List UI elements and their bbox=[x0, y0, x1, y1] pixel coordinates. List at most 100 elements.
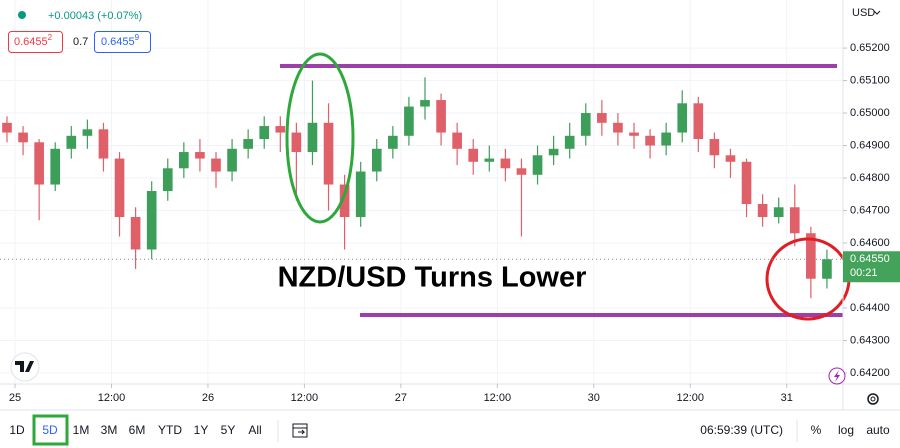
highlight-ellipse bbox=[285, 52, 355, 224]
axes: 0.65200 0.65100 0.65000 0.64900 0.64800 0.647… bbox=[0, 42, 900, 404]
range-button[interactable]: 6M bbox=[129, 423, 146, 437]
candle-body bbox=[580, 113, 591, 136]
range-button[interactable]: 5Y bbox=[221, 423, 236, 437]
candle-body bbox=[420, 100, 430, 107]
settings-icon[interactable] bbox=[867, 393, 879, 405]
candle-body bbox=[355, 171, 366, 218]
sell-price[interactable]: 0.64552 bbox=[14, 33, 53, 48]
candle-body bbox=[98, 129, 109, 159]
y-tick-label: 0.64600 bbox=[850, 237, 890, 249]
candle-body bbox=[773, 207, 784, 218]
candle-body bbox=[18, 132, 28, 143]
x-tick-label: 25 bbox=[9, 392, 21, 404]
y-tick-label: 0.64300 bbox=[850, 334, 890, 346]
x-tick-label: 12:00 bbox=[98, 392, 126, 404]
clock[interactable]: 06:59:39 (UTC) bbox=[700, 423, 783, 437]
candle-body bbox=[741, 161, 752, 205]
range-button[interactable]: 1M bbox=[73, 423, 90, 437]
scale-button[interactable]: log bbox=[838, 423, 854, 437]
candle-body bbox=[66, 135, 77, 149]
currency[interactable]: USD bbox=[852, 7, 875, 19]
candle-body bbox=[484, 158, 495, 162]
candle-body bbox=[195, 152, 205, 159]
countdown: 00:21 bbox=[850, 267, 878, 279]
range-button[interactable]: 5D bbox=[42, 423, 58, 437]
y-tick-label: 0.65200 bbox=[850, 42, 890, 54]
candle-body bbox=[371, 148, 382, 172]
y-tick-label: 0.64900 bbox=[850, 139, 890, 151]
x-tick-label: 27 bbox=[395, 392, 407, 404]
range-button[interactable]: 1Y bbox=[194, 423, 209, 437]
candle-body bbox=[339, 184, 350, 218]
y-tick-label: 0.65100 bbox=[850, 74, 890, 86]
status-dot bbox=[18, 11, 26, 19]
range-button[interactable]: YTD bbox=[158, 423, 182, 437]
candle-body bbox=[291, 132, 302, 153]
candle-body bbox=[468, 148, 479, 162]
candle-body bbox=[452, 132, 462, 149]
range-button[interactable]: All bbox=[248, 423, 261, 437]
candle-body bbox=[307, 122, 318, 153]
candle-body bbox=[50, 148, 61, 185]
candle-body bbox=[34, 142, 44, 185]
candle-body bbox=[162, 168, 173, 192]
sell-button[interactable] bbox=[8, 31, 63, 53]
candle-body bbox=[564, 135, 575, 149]
last-price-box bbox=[843, 251, 900, 283]
candle-body bbox=[114, 158, 125, 218]
currency-caret bbox=[873, 10, 881, 15]
candle-body bbox=[629, 132, 639, 136]
bid-pip: 2 bbox=[48, 33, 53, 42]
range-button[interactable]: 3M bbox=[101, 423, 118, 437]
y-tick-label: 0.64400 bbox=[850, 302, 890, 314]
candle-body bbox=[548, 148, 559, 156]
candle-body bbox=[179, 152, 189, 169]
logo bbox=[10, 352, 40, 382]
candle-body bbox=[436, 100, 446, 133]
candle-body bbox=[82, 129, 93, 136]
candle-body bbox=[613, 122, 623, 133]
candles bbox=[2, 77, 832, 299]
candle-body bbox=[243, 139, 253, 149]
candle-body bbox=[404, 106, 414, 136]
lightning-icon[interactable] bbox=[828, 367, 846, 385]
candle-body bbox=[259, 126, 270, 140]
last-price-label: 0.64550 bbox=[850, 253, 890, 265]
candle-body bbox=[757, 204, 768, 218]
x-tick-label: 12:00 bbox=[677, 392, 705, 404]
y-tick-label: 0.64800 bbox=[850, 172, 890, 184]
calendar-icon[interactable] bbox=[292, 423, 308, 438]
candle-body bbox=[693, 103, 704, 140]
x-tick-label: 12:00 bbox=[484, 392, 512, 404]
candle-body bbox=[822, 259, 832, 279]
buy-button[interactable] bbox=[94, 31, 151, 53]
candle-body bbox=[227, 148, 237, 172]
candle-body bbox=[806, 233, 816, 279]
candle-body bbox=[516, 168, 527, 175]
candle-body bbox=[146, 191, 157, 250]
spread: 0.7 bbox=[73, 36, 88, 48]
range-button[interactable]: 1D bbox=[9, 423, 25, 437]
chart-title: NZD/USD Turns Lower bbox=[278, 262, 587, 294]
buy-price[interactable]: 0.64559 bbox=[101, 33, 140, 48]
x-tick-label: 30 bbox=[588, 392, 600, 404]
scale-button[interactable]: % bbox=[811, 423, 822, 437]
candle-body bbox=[323, 122, 334, 185]
candle-body bbox=[275, 126, 286, 133]
candle-body bbox=[645, 135, 655, 146]
candle-body bbox=[789, 207, 800, 234]
price-change: +0.00043 (+0.07%) bbox=[48, 10, 142, 22]
grid bbox=[0, 0, 843, 384]
candle-body bbox=[211, 158, 221, 172]
candle-body bbox=[597, 113, 607, 123]
candle-body bbox=[532, 155, 543, 175]
scale-button[interactable]: auto bbox=[866, 423, 890, 437]
y-tick-label: 0.64700 bbox=[850, 204, 890, 216]
y-tick-label: 0.65000 bbox=[850, 107, 890, 119]
candle-body bbox=[725, 155, 736, 162]
candle-body bbox=[661, 132, 671, 146]
candle-body bbox=[500, 158, 511, 169]
bid: 0.6455 bbox=[14, 36, 48, 48]
x-tick-label: 26 bbox=[202, 392, 214, 404]
